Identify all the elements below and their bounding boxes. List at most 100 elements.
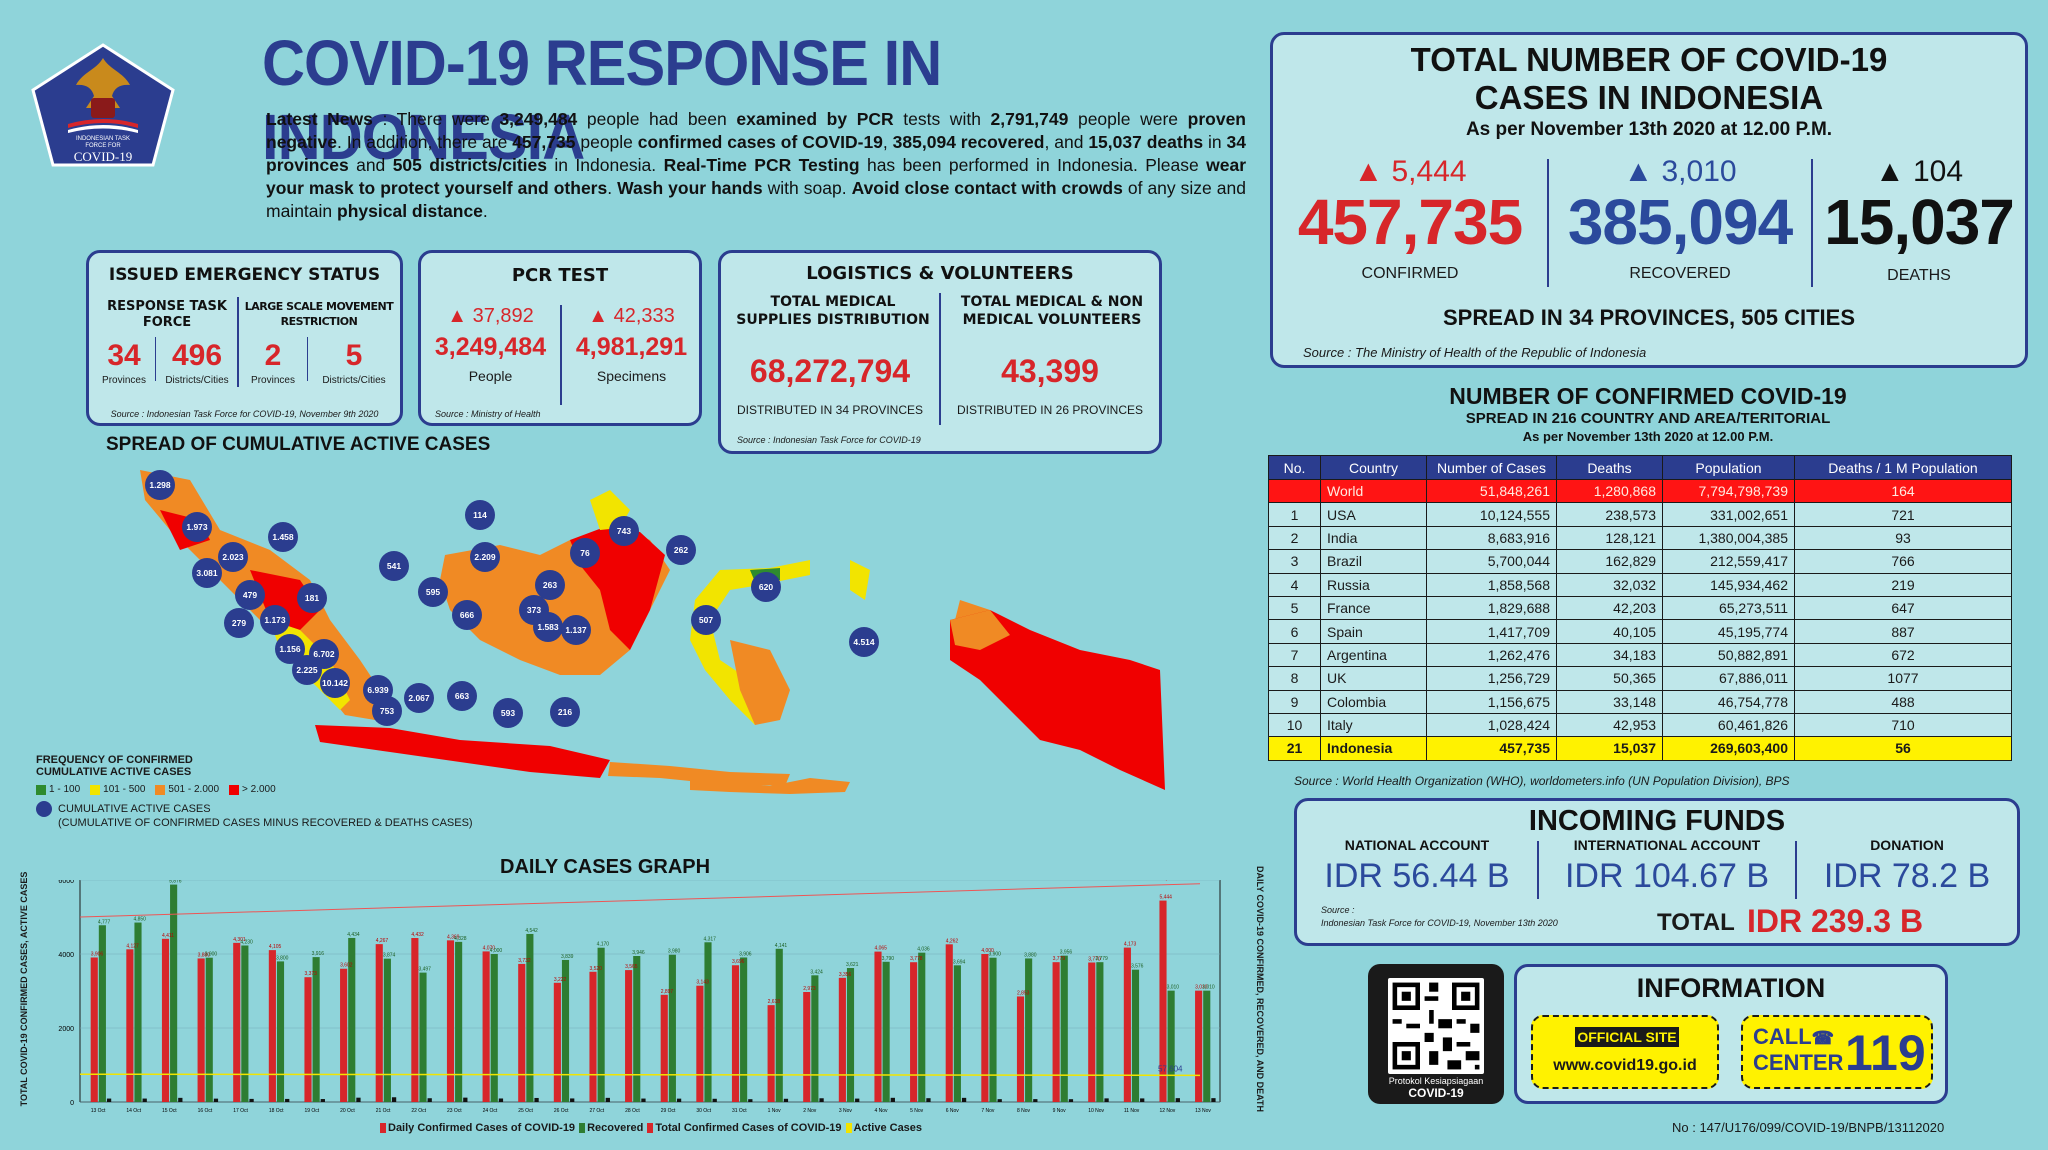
phone-icon: ☎ bbox=[1811, 1028, 1835, 1048]
table-cell: 710 bbox=[1794, 712, 2012, 738]
col-population: Population bbox=[1662, 455, 1795, 480]
bar-deaths bbox=[605, 1097, 610, 1102]
emergency-l1: Provinces bbox=[102, 375, 146, 386]
table-cell: 42,203 bbox=[1556, 595, 1663, 621]
x-tick-label: 13 Nov bbox=[1195, 1108, 1211, 1114]
bar-confirmed bbox=[518, 963, 526, 1102]
table-cell: 1 bbox=[1268, 502, 1321, 527]
call-label2: CENTER bbox=[1753, 1050, 1844, 1075]
funds-v2: IDR 104.67 B bbox=[1564, 857, 1770, 895]
logistics-c2-title: TOTAL MEDICAL & NON MEDICAL VOLUNTEERS bbox=[960, 294, 1144, 328]
map-marker: 593 bbox=[493, 698, 523, 728]
map-marker: 743 bbox=[609, 516, 639, 546]
table-cell: 5,700,044 bbox=[1426, 549, 1557, 574]
garuda-emblem-icon bbox=[31, 43, 175, 167]
official-site-button[interactable]: OFFICIAL SITE www.covid19.go.id bbox=[1531, 1015, 1719, 1089]
graph-legend-item: Active Cases bbox=[845, 1122, 923, 1134]
emergency-source: Source : Indonesian Task Force for COVID… bbox=[110, 409, 379, 419]
confirmed-label: CONFIRMED bbox=[1361, 265, 1459, 282]
pcr-l2: Specimens bbox=[596, 368, 667, 384]
bar-confirmed bbox=[304, 977, 312, 1102]
table-cell: 9 bbox=[1268, 689, 1321, 714]
table-cell: 1,262,476 bbox=[1426, 642, 1557, 668]
emergency-v2: 496 bbox=[171, 339, 223, 372]
col-deaths: Deaths bbox=[1556, 455, 1663, 480]
call-center-button[interactable]: CALL☎ CENTER 119 bbox=[1741, 1015, 1933, 1089]
bar-confirmed bbox=[1123, 947, 1131, 1102]
table-row: 8 UK 1,256,729 50,365 67,886,011 1077 bbox=[1268, 666, 2012, 691]
bar-deaths bbox=[1140, 1098, 1145, 1102]
data-label: 4,542 bbox=[525, 928, 538, 934]
bar-deaths bbox=[178, 1097, 183, 1102]
data-label: 3,732 bbox=[518, 958, 531, 964]
bar-recovered bbox=[740, 957, 748, 1102]
data-label: 3,946 bbox=[632, 950, 645, 956]
bar-confirmed bbox=[375, 944, 383, 1102]
table-row: 10 Italy 1,028,424 42,953 60,461,826 710 bbox=[1268, 712, 2012, 738]
table-cell: 4 bbox=[1268, 572, 1321, 597]
data-label: 4,230 bbox=[240, 939, 253, 945]
data-label: 4,262 bbox=[946, 938, 959, 944]
bar-recovered bbox=[170, 884, 178, 1102]
logistics-source: Source : Indonesian Task Force for COVID… bbox=[737, 435, 921, 445]
table-row: 1 USA 10,124,555 238,573 331,002,651 721 bbox=[1268, 502, 2012, 527]
totals-asof: As per November 13th 2020 at 12.00 P.M. bbox=[1465, 119, 1833, 140]
data-label: 3,356 bbox=[839, 972, 852, 978]
bar-deaths bbox=[427, 1098, 432, 1102]
end-active-label: 57,604 bbox=[1158, 1064, 1183, 1073]
arrow-up-icon: ▲ bbox=[1353, 155, 1384, 188]
bar-recovered bbox=[383, 958, 391, 1102]
map-marker: 10.142 bbox=[320, 668, 350, 698]
legend-label: 101 - 500 bbox=[103, 784, 146, 795]
table-cell: 721 bbox=[1794, 502, 2012, 527]
bar-recovered bbox=[704, 942, 712, 1102]
data-label: 4,070 bbox=[483, 945, 496, 951]
data-label: 3,694 bbox=[953, 959, 966, 965]
table-cell: 67,886,011 bbox=[1662, 666, 1795, 691]
world-subtitle: SPREAD IN 216 COUNTRY AND AREA/TERITORIA… bbox=[1465, 410, 1831, 427]
logo-line3: COVID-19 bbox=[73, 149, 133, 164]
data-label: 2,973 bbox=[803, 986, 816, 992]
bar-recovered bbox=[205, 957, 213, 1102]
x-tick-label: 31 Oct bbox=[732, 1108, 747, 1114]
graph-legend-item: Recovered bbox=[579, 1122, 643, 1134]
data-label: 3,900 bbox=[988, 952, 1001, 958]
world-title: NUMBER OF CONFIRMED COVID-19 bbox=[1449, 383, 1847, 409]
bar-deaths bbox=[356, 1097, 361, 1102]
legend-item: > 2.000 bbox=[229, 784, 276, 795]
table-cell: 33,148 bbox=[1556, 689, 1663, 714]
table-cell: Russia bbox=[1320, 572, 1427, 597]
data-label: 3,576 bbox=[1131, 964, 1144, 970]
bar-deaths bbox=[534, 1097, 539, 1102]
bar-deaths bbox=[106, 1098, 112, 1102]
map-marker: 2.023 bbox=[218, 542, 248, 572]
table-cell: 766 bbox=[1794, 549, 2012, 574]
data-label: 4,173 bbox=[1124, 942, 1137, 948]
bar-recovered bbox=[490, 954, 498, 1102]
map-marker: 595 bbox=[418, 577, 448, 607]
bar-deaths bbox=[748, 1099, 753, 1102]
map-marker: 262 bbox=[666, 535, 696, 565]
table-cell: 1,256,729 bbox=[1426, 666, 1557, 691]
x-tick-label: 16 Oct bbox=[198, 1108, 213, 1114]
x-tick-label: 30 Oct bbox=[696, 1108, 711, 1114]
bar-recovered bbox=[1096, 962, 1104, 1102]
graph-legend-label: Active Cases bbox=[853, 1122, 923, 1134]
map-marker: 1.137 bbox=[561, 615, 591, 645]
data-label: 3,696 bbox=[732, 959, 745, 965]
table-cell: 56 bbox=[1794, 736, 2012, 761]
data-label: 3,839 bbox=[561, 954, 574, 960]
legend-swatch bbox=[155, 784, 166, 795]
qr-card[interactable]: Protokol Kesiapsiagaan COVID-19 bbox=[1368, 964, 1504, 1104]
table-row-world: World 51,848,261 1,280,868 7,794,798,739… bbox=[1268, 478, 2012, 504]
x-tick-label: 1 Nov bbox=[768, 1108, 782, 1114]
pcr-inc1: ▲ 37,892 bbox=[447, 305, 534, 327]
data-label: 3,779 bbox=[1095, 956, 1108, 962]
data-label: 3,520 bbox=[589, 966, 602, 972]
data-label: 4,170 bbox=[597, 942, 610, 948]
recovered-increase: ▲ 3,010 bbox=[1623, 155, 1737, 188]
deaths-total: 15,037 bbox=[1824, 186, 2015, 258]
legend-label: 1 - 100 bbox=[49, 784, 81, 795]
bar-deaths bbox=[463, 1097, 468, 1102]
emergency-l2: Districts/Cities bbox=[165, 375, 229, 386]
